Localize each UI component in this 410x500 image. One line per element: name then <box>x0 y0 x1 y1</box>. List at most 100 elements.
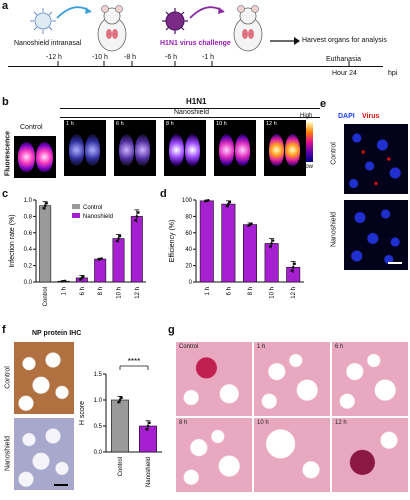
chart-d-point <box>291 265 295 269</box>
panel-label-e: e <box>320 98 327 110</box>
panel-label-a: a <box>2 0 9 12</box>
chart-h-score: 0.0 0.5 1.0 1.5 Control Nanoshield H score **** <box>79 357 162 487</box>
panel-label-g: g <box>168 324 175 336</box>
panel-label-c: c <box>2 188 9 200</box>
chart-d-ytick-label: 80 <box>185 214 192 220</box>
ihc-control-image <box>14 342 74 414</box>
chart-c-ytick-label: 0.8 <box>24 214 33 220</box>
lung-tile-control <box>14 136 56 178</box>
euthanasia-label: Euthanasia <box>326 56 362 63</box>
curved-arrow-purple-icon <box>189 6 225 19</box>
chart-d-ytick-label: 40 <box>185 247 192 253</box>
chart-c-xtick-label: Control <box>43 287 49 306</box>
chart-c-point <box>135 215 139 218</box>
he-tile-control-label: Control <box>179 344 199 350</box>
chart-c-point <box>82 275 85 278</box>
ihc-title: NP protein IHC <box>32 330 82 337</box>
tick-label-3: -8 h <box>124 54 137 61</box>
he-tile-6h: 6 h <box>332 342 408 416</box>
chart-f-point <box>145 427 148 431</box>
virus-icon <box>162 8 188 34</box>
nanoshield-bracket <box>60 117 320 118</box>
lung-tile-12h-label: 12 h <box>266 121 277 127</box>
chart-c-point <box>115 239 119 243</box>
chart-d-point <box>293 262 296 266</box>
panel-label-f: f <box>2 324 6 336</box>
dapi-label: DAPI <box>338 113 355 120</box>
chart-d-point <box>271 239 275 242</box>
lung-tile-10h: 10 h <box>214 120 256 176</box>
chart-d-point <box>268 245 272 248</box>
chart-c-ytick-label: 0.4 <box>24 247 33 253</box>
chart-d-point <box>290 269 293 272</box>
chart-d-point <box>270 242 273 245</box>
chart-d-ytick-label: 0 <box>189 280 193 286</box>
lung-tile-10h-label: 10 h <box>216 121 227 127</box>
he-tile-1h: 1 h <box>254 342 330 416</box>
chart-d-point <box>225 204 229 208</box>
ihc-control-label: Control <box>4 366 12 389</box>
chart-c-ytick-label: 0.0 <box>24 280 33 286</box>
chart-f-point <box>118 398 122 402</box>
chart-c-point <box>42 206 45 210</box>
he-tile-12h-label: 12 h <box>335 420 347 426</box>
legend-nanoshield-label: Nanoshield <box>83 214 113 220</box>
chart-d-bar <box>199 200 214 283</box>
if-nanoshield-label: Nanoshield <box>330 211 338 248</box>
chart-c-bar <box>94 258 107 283</box>
chart-c-point <box>137 211 140 214</box>
legend-control-label: Control <box>83 205 102 211</box>
fluorescence-side-label: Fluorescence <box>4 130 12 177</box>
control-label: Control <box>20 124 43 131</box>
chart-d-xtick-label: 8 h <box>248 287 254 295</box>
he-tile-8h: 8 h <box>176 418 252 492</box>
he-tile-6h-label: 6 h <box>335 344 344 350</box>
chart-c-xtick-label: 8 h <box>98 287 104 295</box>
he-tile-10h-label: 10 h <box>257 420 269 426</box>
chart-d-point <box>250 222 253 225</box>
step-h1n1: H1N1 virus challenge <box>160 40 231 47</box>
chart-d-ytick-label: 100 <box>182 198 193 204</box>
chart-f-ytick-label: 0.0 <box>94 450 103 456</box>
legend-nanoshield-swatch <box>72 213 80 218</box>
chart-f-point <box>120 396 123 400</box>
chart-d-point <box>228 200 232 204</box>
chart-c-ylabel: Infection rate (%) <box>9 214 16 267</box>
chart-c-xtick-label: 6 h <box>80 287 86 295</box>
chart-f-point <box>148 421 151 425</box>
scale-low-label: Low <box>302 164 314 170</box>
chart-d-xtick-label: 10 h <box>270 287 276 299</box>
chart-f-bar <box>111 399 129 453</box>
step-harvest: Harvest organs for analysis <box>302 37 387 44</box>
lung-tile-6h-label: 6 h <box>116 121 124 127</box>
chart-d-xtick-label: 1 h <box>205 287 211 295</box>
chart-c-bar <box>112 238 125 283</box>
hour24-label: Hour 24 <box>332 70 357 77</box>
tick-label-4: -6 h <box>165 54 178 61</box>
scale-bar <box>388 262 402 264</box>
chart-c-bar <box>39 205 52 283</box>
if-control-image <box>344 124 408 194</box>
significance-label: **** <box>128 357 140 366</box>
step-nanoshield: Nanoshield intranasal <box>14 40 82 47</box>
if-nanoshield-image <box>344 200 408 270</box>
he-tile-1h-label: 1 h <box>257 344 266 350</box>
lung-tile-8h: 8 h <box>164 120 206 176</box>
nanoparticle-icon <box>30 8 56 34</box>
mouse-icon-2 <box>233 5 263 52</box>
chart-c-point <box>63 279 67 283</box>
chart-c-xtick-label: 12 h <box>135 287 141 299</box>
chart-c-ytick-label: 0.2 <box>24 264 33 270</box>
chart-d-xtick-label: 12 h <box>291 287 297 299</box>
chart-d-ytick-label: 20 <box>185 264 192 270</box>
chart-c-ytick-label: 0.6 <box>24 231 33 237</box>
ihc-nanoshield-label: Nanoshield <box>4 435 12 472</box>
mouse-icon <box>97 5 127 52</box>
tick-label-5: -1 h <box>202 54 215 61</box>
chart-d-bar <box>221 203 236 283</box>
chart-d-bar <box>264 243 279 283</box>
chart-c-point <box>45 201 48 205</box>
curved-arrow-icon <box>56 6 92 19</box>
lung-tile-1h: 1 h <box>64 120 106 176</box>
chart-f-ytick-label: 0.5 <box>94 424 103 430</box>
